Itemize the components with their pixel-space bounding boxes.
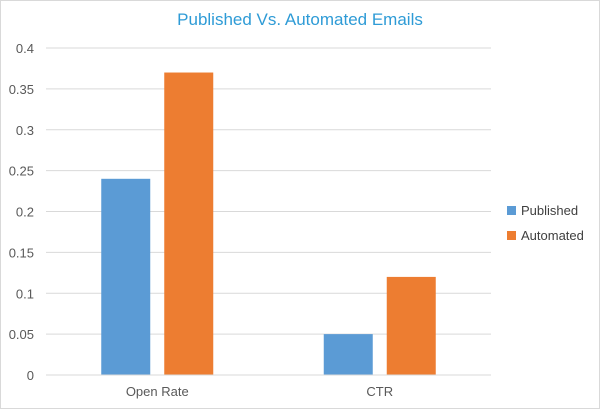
y-tick-label: 0.05 — [9, 327, 34, 342]
y-tick-label: 0 — [27, 368, 34, 383]
y-tick-label: 0.35 — [9, 82, 34, 97]
y-tick-label: 0.4 — [16, 41, 34, 56]
axes: 0 0.05 0.1 0.15 0.2 0.25 0.3 0.35 0.4 Open Rate CT… — [9, 41, 491, 399]
y-tick-label: 0.3 — [16, 123, 34, 138]
bars — [101, 72, 436, 376]
y-tick-label: 0.2 — [16, 205, 34, 220]
legend-label-published: Published — [521, 203, 578, 218]
bar-automated-open-rate — [164, 72, 214, 376]
y-tick-label: 0.1 — [16, 286, 34, 301]
gridlines — [46, 47, 491, 335]
legend-swatch-published — [507, 206, 516, 215]
y-tick-label: 0.15 — [9, 245, 34, 260]
x-tick-label: CTR — [366, 384, 393, 399]
y-tick-label: 0.25 — [9, 164, 34, 179]
bar-automated-ctr — [386, 276, 436, 375]
legend: Published Automated — [507, 203, 584, 243]
bar-published-ctr — [323, 334, 373, 375]
x-tick-label: Open Rate — [126, 384, 189, 399]
bar-published-open-rate — [101, 178, 151, 375]
chart-title: Published Vs. Automated Emails — [177, 10, 423, 29]
legend-swatch-automated — [507, 231, 516, 240]
legend-label-automated: Automated — [521, 228, 584, 243]
